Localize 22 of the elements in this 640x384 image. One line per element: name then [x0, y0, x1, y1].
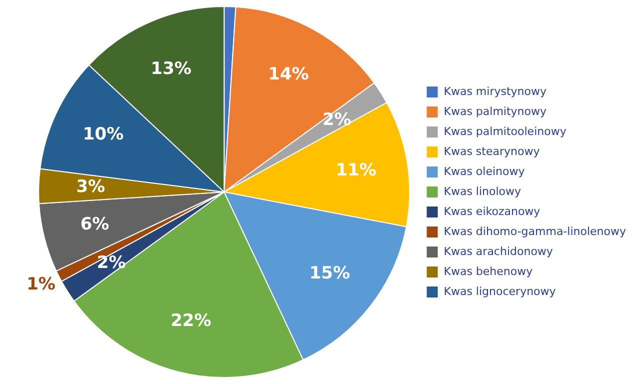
legend-label: Kwas eikozanowy — [444, 204, 541, 218]
data-label: 11% — [336, 160, 376, 181]
data-label: 6% — [80, 214, 110, 235]
data-label: 2% — [322, 110, 352, 130]
legend-label: Kwas dihomo-gamma-linolenowy — [444, 224, 626, 238]
legend-label: Kwas palmitooleinowy — [444, 124, 567, 138]
legend-label: Kwas lignocerynowy — [444, 284, 556, 298]
legend-label: Kwas stearynowy — [444, 144, 540, 158]
legend-label: Kwas oleinowy — [444, 164, 526, 178]
data-label: 3% — [76, 177, 106, 198]
data-label: 10% — [82, 124, 124, 145]
legend-label: Kwas linolowy — [444, 184, 522, 198]
data-label: 2% — [96, 252, 126, 273]
legend-label: Kwas mirystynowy — [444, 84, 547, 98]
data-label: 14% — [268, 64, 309, 84]
data-label: 15% — [309, 263, 350, 284]
legend-label: Kwas arachidonowy — [444, 244, 554, 258]
data-label: 13% — [150, 58, 192, 79]
legend-label: Kwas behenowy — [444, 264, 534, 278]
data-label: 22% — [170, 310, 212, 331]
data-label: 1% — [26, 274, 56, 295]
legend-label: Kwas palmitynowy — [444, 104, 548, 118]
